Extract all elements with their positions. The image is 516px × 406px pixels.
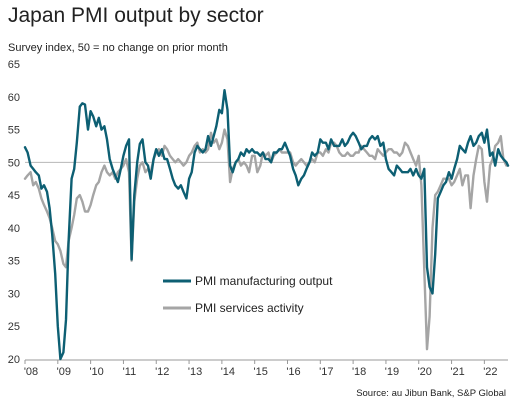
x-tick-label-4: '12 (155, 366, 169, 378)
x-tick-label-0: '08 (24, 366, 38, 378)
series-lines (23, 89, 510, 361)
x-tick-label-7: '15 (254, 366, 268, 378)
x-tick-label-6: '14 (221, 366, 235, 378)
y-tick-label-45: 45 (8, 190, 20, 202)
y-tick-label-65: 65 (8, 59, 20, 71)
y-tick-label-55: 55 (8, 125, 20, 137)
y-tick-label-35: 35 (8, 256, 20, 268)
y-tick-label-25: 25 (8, 321, 20, 333)
series-line-manufacturing (23, 89, 510, 361)
x-tick-label-10: '18 (352, 366, 366, 378)
chart-title: Japan PMI output by sector (8, 4, 264, 27)
x-tick-label-11: '19 (385, 366, 399, 378)
chart-subtitle: Survey index, 50 = no change on prior mo… (8, 42, 228, 54)
x-tick-label-9: '17 (319, 366, 333, 378)
series-line-services (23, 128, 510, 351)
source-note: Source: au Jibun Bank, S&P Global (356, 388, 506, 399)
x-tick-label-13: '21 (450, 366, 464, 378)
x-tick-label-12: '20 (418, 366, 432, 378)
y-tick-label-20: 20 (8, 354, 20, 366)
legend-label-services: PMI services activity (195, 301, 304, 315)
legend-label-manufacturing: PMI manufacturing output (195, 274, 333, 288)
x-tick-label-3: '11 (123, 366, 137, 378)
legend: PMI manufacturing output PMI services act… (163, 274, 333, 315)
y-axis-ticks: 20 25 30 35 40 45 50 55 60 65 (8, 59, 20, 366)
x-axis: '08 '09 '10 '11 '12 '13 '14 '15 '16 '17 '18 '19 '20 '… (24, 359, 508, 378)
y-tick-label-50: 50 (8, 157, 20, 169)
y-tick-label-30: 30 (8, 288, 20, 300)
x-tick-label-1: '09 (57, 366, 71, 378)
x-tick-label-5: '13 (188, 366, 202, 378)
x-tick-label-2: '10 (89, 366, 103, 378)
y-tick-label-60: 60 (8, 92, 20, 104)
x-tick-label-14: '22 (483, 366, 497, 378)
x-tick-label-8: '16 (286, 366, 300, 378)
y-tick-label-40: 40 (8, 223, 20, 235)
